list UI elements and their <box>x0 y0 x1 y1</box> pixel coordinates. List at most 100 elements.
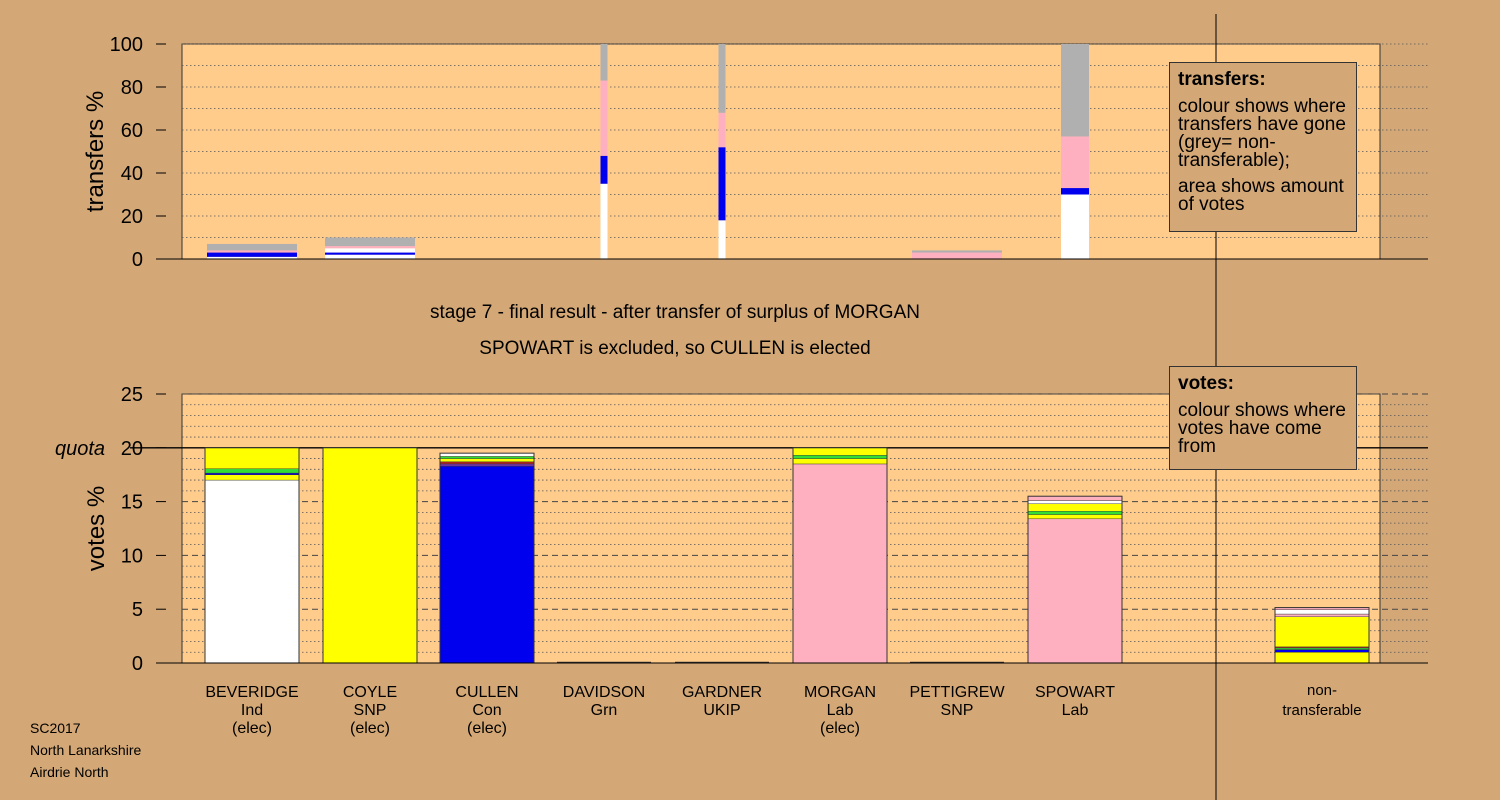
x-label-pettigrew-name: PETTIGREW <box>909 684 1005 701</box>
x-label-cullen-status: (elec) <box>467 720 507 737</box>
stage-subtitle: SPOWART is excluded, so CULLEN is electe… <box>479 338 870 359</box>
transfer-bar-gardner-segment <box>718 147 726 221</box>
x-label-morgan-name: MORGAN <box>804 684 876 701</box>
transfer-bar-coyle-segment <box>325 237 415 247</box>
votes-y-tick-label: 0 <box>132 653 143 675</box>
vote-bar-cullen-segment <box>439 458 535 462</box>
votes-y-tick-label: 25 <box>121 384 143 406</box>
transfer-bar-coyle-segment <box>325 252 415 255</box>
transfer-bar-beveridge-segment <box>207 252 297 257</box>
stage-title: stage 7 - final result - after transfer … <box>430 302 920 323</box>
vote-bar-beveridge-segment <box>204 479 300 664</box>
votes-y-tick-label: 10 <box>121 545 143 567</box>
legend-votes-line1: colour shows where votes have come from <box>1178 400 1346 457</box>
x-label-non-transferable-line1: non- <box>1307 682 1337 699</box>
transfers-y-tick-label: 100 <box>110 34 143 56</box>
votes-y-tick-label: 15 <box>121 492 143 514</box>
vote-bar-spowart-segment <box>1027 518 1123 664</box>
x-label-morgan-party: Lab <box>827 702 854 719</box>
x-label-gardner-name: GARDNER <box>682 684 762 701</box>
x-label-beveridge-status: (elec) <box>232 720 272 737</box>
x-label-cullen-name: CULLEN <box>455 684 518 701</box>
transfers-y-tick-label: 40 <box>121 163 143 185</box>
vote-bar-spowart-segment <box>1027 511 1123 515</box>
vote-bar-beveridge-segment <box>204 447 300 469</box>
transfer-bar-beveridge-segment <box>207 256 297 259</box>
vote-bar-spowart-segment <box>1027 503 1123 512</box>
transfer-bar-gardner-segment <box>718 112 726 148</box>
legend-votes-title: votes: <box>1178 373 1234 394</box>
x-label-pettigrew-party: SNP <box>941 702 974 719</box>
vote-bar-non-transferable-segment <box>1274 616 1370 648</box>
transfer-bar-beveridge-segment <box>207 250 297 253</box>
transfer-bar-davidson-segment <box>600 183 608 259</box>
vote-bar-beveridge-segment <box>204 472 300 475</box>
vote-bar-cullen-segment <box>439 463 535 467</box>
x-label-coyle-name: COYLE <box>343 684 397 701</box>
x-label-cullen-party: Con <box>472 702 501 719</box>
vote-bar-cullen-segment <box>439 461 535 465</box>
vote-bar-cullen-segment <box>439 465 535 664</box>
legend-transfers-line2: area shows amount of votes <box>1178 176 1344 215</box>
vote-bar-non-transferable-segment <box>1274 652 1370 664</box>
vote-bar-morgan-segment <box>792 455 888 459</box>
legend-votes: votes: colour shows where votes have com… <box>1169 366 1357 470</box>
transfers-y-tick-label: 0 <box>132 249 143 271</box>
transfer-bar-gardner-segment <box>718 44 726 113</box>
votes-y-axis-label: votes % <box>83 486 110 571</box>
transfer-bar-coyle-segment <box>325 254 415 259</box>
transfer-bar-davidson-segment <box>600 44 608 81</box>
vote-bar-beveridge-segment <box>204 468 300 474</box>
transfer-bar-coyle-segment <box>325 248 415 253</box>
vote-bar-non-transferable-segment <box>1274 613 1370 617</box>
x-label-non-transferable-line2: transferable <box>1282 702 1361 719</box>
x-label-spowart-name: SPOWART <box>1035 684 1115 701</box>
vote-bar-morgan-segment <box>792 458 888 465</box>
vote-bar-spowart-segment <box>1027 496 1123 501</box>
transfer-bar-spowart-segment <box>1061 44 1089 137</box>
vote-bar-spowart-segment <box>1027 500 1123 504</box>
transfers-y-axis-label: transfers % <box>82 91 109 212</box>
footer-ward: Airdrie North <box>30 764 109 780</box>
vote-bar-morgan-segment <box>792 463 888 664</box>
x-label-spowart-party: Lab <box>1062 702 1089 719</box>
footer-council: North Lanarkshire <box>30 742 142 758</box>
transfer-bar-spowart-segment <box>1061 188 1089 195</box>
x-label-davidson-name: DAVIDSON <box>563 684 645 701</box>
vote-bar-beveridge-segment <box>204 474 300 481</box>
transfer-bar-coyle-segment <box>325 246 415 249</box>
transfers-y-tick-label: 60 <box>121 120 143 142</box>
vote-bar-morgan-segment <box>792 447 888 456</box>
vote-bar-spowart-segment <box>1027 514 1123 520</box>
x-label-gardner-party: UKIP <box>703 702 740 719</box>
legend-transfers-line1: colour shows where transfers have gone (… <box>1178 96 1346 171</box>
transfer-bar-davidson-segment <box>600 80 608 156</box>
quota-label: quota <box>55 438 105 460</box>
transfers-y-tick-label: 80 <box>121 77 143 99</box>
transfer-bar-spowart-segment <box>1061 136 1089 189</box>
transfer-bar-davidson-segment <box>600 155 608 184</box>
vote-bar-cullen-segment <box>439 456 535 459</box>
legend-transfers: transfers: colour shows where transfers … <box>1169 62 1357 232</box>
transfers-y-tick-label: 20 <box>121 206 143 228</box>
x-label-morgan-status: (elec) <box>820 720 860 737</box>
x-label-beveridge-party: Ind <box>241 702 263 719</box>
transfer-bar-pettigrew-segment <box>912 252 1002 259</box>
vote-bar-non-transferable-segment <box>1274 609 1370 615</box>
votes-y-tick-label: 20 <box>121 438 143 460</box>
x-label-beveridge-name: BEVERIDGE <box>205 684 298 701</box>
transfer-bar-gardner-segment <box>718 220 726 259</box>
vote-bar-coyle-segment <box>322 447 418 664</box>
x-label-coyle-status: (elec) <box>350 720 390 737</box>
legend-transfers-title: transfers: <box>1178 69 1266 90</box>
x-label-coyle-party: SNP <box>354 702 387 719</box>
vote-bar-non-transferable-segment <box>1274 647 1370 650</box>
x-label-davidson-party: Grn <box>591 702 618 719</box>
votes-y-tick-label: 5 <box>132 599 143 621</box>
transfer-bar-pettigrew-segment <box>912 250 1002 253</box>
transfer-bar-beveridge-segment <box>207 243 297 251</box>
footer-election: SC2017 <box>30 720 81 736</box>
vote-bar-non-transferable-segment <box>1274 649 1370 653</box>
transfer-bar-spowart-segment <box>1061 194 1089 259</box>
